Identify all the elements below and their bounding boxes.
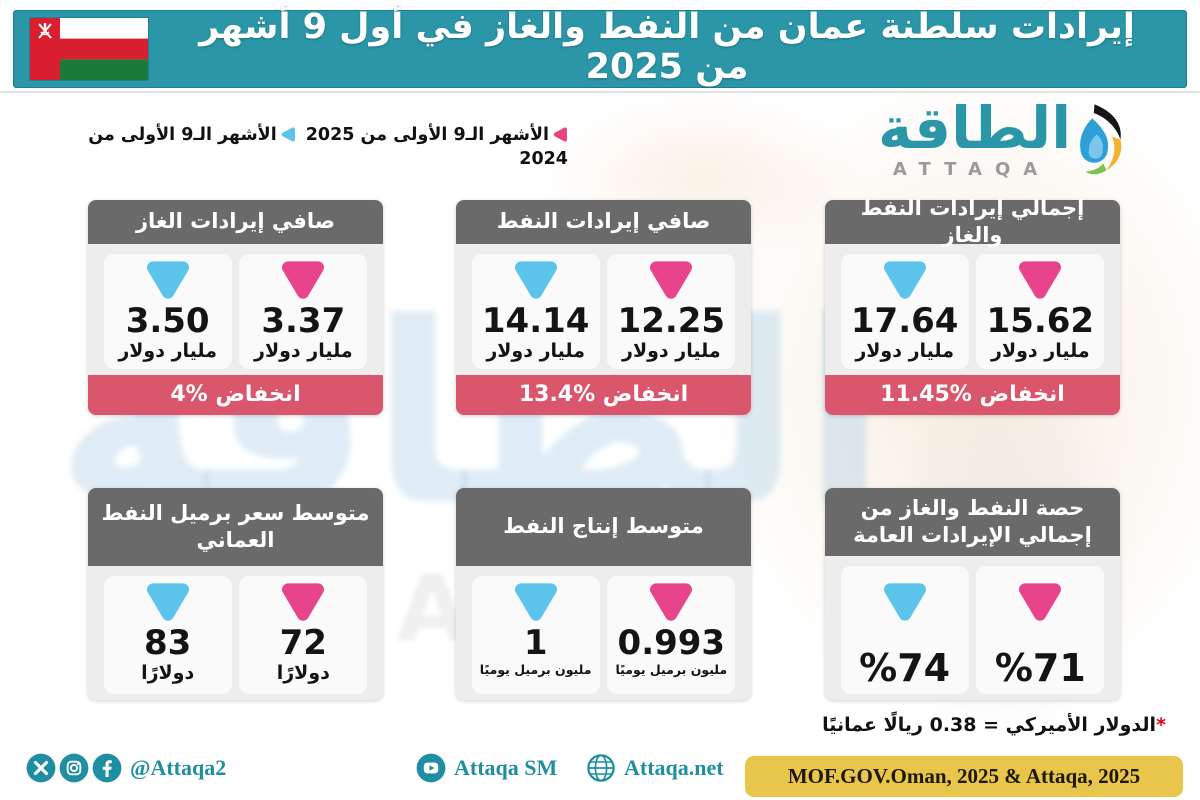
card-title: متوسط إنتاج النفط [456,488,751,566]
source-badge: MOF.GOV.Oman, 2025 & Attaqa, 2025 [745,756,1183,797]
unit-2025: مليار دولار [622,340,721,363]
logo-latin-text: ATTAQA [892,158,1051,180]
legend: الأشهر الـ9 الأولى من 2025الأشهر الـ9 ال… [88,124,568,171]
pink-down-triangle-icon [1019,261,1062,299]
value-column-2024: 17.64 مليار دولار [840,254,969,369]
card-oil-gas-share: حصة النفط والغاز من إجمالي الإيرادات الع… [825,488,1120,700]
value-2024: 3.50 [125,301,210,341]
attaqa-logo: الطاقة ATTAQA [878,96,1128,191]
blue-down-triangle-icon [883,261,926,299]
value-2024: 83 [143,623,192,663]
value-2025: 3.37 [261,301,346,341]
card-net-oil-revenue: صافي إيرادات النفط 14.14 مليار دولار 12.… [456,200,751,415]
unit-2025: مليار دولار [991,340,1090,363]
unit-2024: مليار دولار [118,340,217,363]
footnote-asterisk: * [1156,714,1166,736]
header-divider [0,91,1200,93]
value-column-2025: %71 [976,566,1105,694]
oman-emblem-icon [38,23,52,39]
website-label[interactable]: Attaqa.net [624,755,724,780]
facebook-icon[interactable] [92,753,122,783]
instagram-icon[interactable] [59,753,89,783]
blue-down-triangle-icon [146,583,189,621]
card-title: صافي إيرادات الغاز [88,200,383,244]
value-column-2025: 12.25 مليار دولار [607,254,736,369]
footnote-text: الدولار الأميركي = 0.38 ريالًا عمانيًا [822,714,1157,736]
unit-2024: مليار دولار [486,340,585,363]
value-column-2024: 14.14 مليار دولار [471,254,600,369]
value-column-2025: 72 دولارًا [239,576,368,694]
pink-down-triangle-icon [282,261,325,299]
unit-2025: مليون برميل يوميًا [615,662,728,678]
footer-social-group: @Attaqa2 [26,753,226,783]
blue-down-triangle-icon [514,261,557,299]
blue-down-triangle-icon [146,261,189,299]
oman-flag [30,18,148,80]
change-banner: انخفاض %4 [88,375,383,415]
social-handle[interactable]: @Attaqa2 [130,755,227,780]
legend-item-2024: الأشهر الـ9 الأولى من 2024 [88,125,568,169]
blue-down-triangle-icon [514,583,557,621]
card-total-oil-gas-revenue: إجمالي إيرادات النفط والغاز 17.64 مليار … [825,196,1120,415]
globe-icon[interactable] [586,753,616,783]
card-title: صافي إيرادات النفط [456,200,751,244]
unit-2025: مليار دولار [254,340,353,363]
change-banner: انخفاض %11.45 [825,375,1120,415]
unit-2025: دولارًا [276,662,330,685]
value-column-2024: 83 دولارًا [103,576,232,694]
unit-2024: مليار دولار [855,340,954,363]
value-2025: 15.62 [986,301,1095,341]
card-avg-oil-price: متوسط سعر برميل النفط العماني 83 دولارًا… [88,488,383,700]
value-2024: 14.14 [481,301,590,341]
value-2025: 0.993 [617,623,726,663]
pink-marker-icon [553,127,567,142]
value-column-2025: 0.993 مليون برميل يوميًا [607,576,736,694]
pink-down-triangle-icon [282,583,325,621]
value-2025: 72 [279,623,327,663]
x-twitter-icon[interactable] [26,753,56,783]
footnote: *الدولار الأميركي = 0.38 ريالًا عمانيًا [822,714,1166,736]
pink-down-triangle-icon [650,261,693,299]
page-title: إيرادات سلطنة عمان من النفط والغاز في أو… [199,7,1135,87]
header-bar: إيرادات سلطنة عمان من النفط والغاز في أو… [13,7,1187,88]
unit-2024: دولارًا [141,662,195,685]
pink-down-triangle-icon [650,583,693,621]
footer-youtube-group: Attaqa SM [416,753,557,783]
value-2025: %71 [994,646,1086,691]
footer-website-group: Attaqa.net [586,753,724,783]
pink-down-triangle-icon [1019,583,1062,621]
value-column-2025: 15.62 مليار دولار [976,254,1105,369]
youtube-label[interactable]: Attaqa SM [454,755,558,780]
legend-label-2025: الأشهر الـ9 الأولى من 2025 [305,125,549,145]
value-2024: %74 [859,646,951,691]
blue-marker-icon [281,127,295,142]
value-column-2024: %74 [840,566,969,694]
change-banner: انخفاض %13.4 [456,375,751,415]
unit-2024: مليون برميل يوميًا [479,662,592,678]
logo-flame-drop-icon [1080,104,1122,175]
card-title: متوسط سعر برميل النفط العماني [88,488,383,566]
value-column-2024: 1 مليون برميل يوميًا [471,576,600,694]
card-avg-oil-production: متوسط إنتاج النفط 1 مليون برميل يوميًا 0… [456,488,751,700]
card-net-gas-revenue: صافي إيرادات الغاز 3.50 مليار دولار 3.37… [88,200,383,415]
value-column-2025: 3.37 مليار دولار [239,254,368,369]
value-column-2024: 3.50 مليار دولار [103,254,232,369]
logo-arabic-text: الطاقة [878,94,1072,162]
youtube-icon[interactable] [416,753,446,783]
legend-item-2025: الأشهر الـ9 الأولى من 2025 [306,125,568,145]
value-2024: 1 [523,623,548,663]
value-2024: 17.64 [850,301,959,341]
card-title: إجمالي إيرادات النفط والغاز [825,196,1120,247]
value-2025: 12.25 [617,301,726,341]
blue-down-triangle-icon [883,583,926,621]
card-title: حصة النفط والغاز من إجمالي الإيرادات الع… [825,488,1120,557]
